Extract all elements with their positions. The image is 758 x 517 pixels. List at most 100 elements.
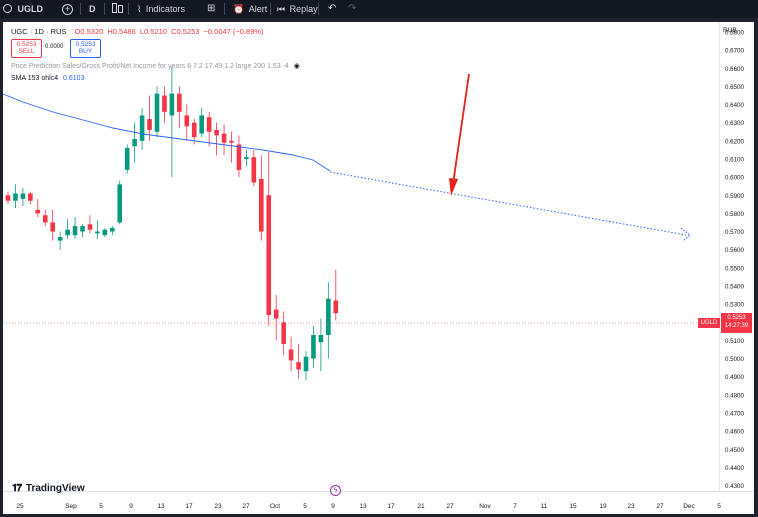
price-tick-label: 0.4500: [725, 447, 744, 454]
ohlc-close: C0.5253: [171, 27, 200, 36]
date-tick-label: Dec: [683, 503, 695, 510]
tradingview-logo[interactable]: 𝟏𝟕 TradingView: [12, 483, 85, 496]
candle-body: [5, 195, 11, 201]
templates-icon[interactable]: ⊞: [207, 3, 216, 14]
replay-button[interactable]: ⏮ Replay: [277, 0, 318, 18]
eye-icon[interactable]: ◉: [293, 63, 300, 70]
currency-label[interactable]: RUB: [723, 27, 737, 34]
candle-body: [236, 144, 242, 170]
symbol-label: UGLD: [17, 4, 44, 14]
price-tick-label: 0.5800: [725, 211, 744, 218]
candle-body: [288, 349, 294, 361]
date-tick-label: 25: [16, 503, 24, 510]
toolbar-divider: [104, 3, 105, 15]
price-tick-label: 0.6700: [725, 48, 744, 55]
tradingview-brand: TradingView: [25, 483, 85, 494]
date-tick-label: 15: [569, 503, 577, 510]
date-tick-label: 5: [99, 503, 103, 510]
date-tick-label: 5: [303, 503, 307, 510]
ohlc-change: −0.0047 (−0.89%): [203, 27, 264, 36]
date-tick-label: 13: [157, 503, 165, 510]
bar-countdown: 14:27:39: [724, 323, 749, 329]
plus-circle-icon: +: [62, 4, 73, 15]
ohlc-low: L0.5210: [139, 27, 167, 36]
price-tick-label: 0.5000: [725, 356, 744, 363]
candle-body: [57, 236, 63, 241]
toolbar-divider: [224, 3, 225, 15]
compare-button[interactable]: +: [62, 0, 73, 18]
redo-icon[interactable]: ↷: [348, 3, 357, 14]
price-tick-label: 0.6500: [725, 84, 744, 91]
candle-body: [333, 300, 339, 314]
alert-button[interactable]: ⏰ Alert: [233, 0, 267, 18]
price-tick-label: 0.6100: [725, 156, 744, 163]
price-tick-label: 0.6600: [725, 66, 744, 73]
date-tick-label: 27: [242, 503, 250, 510]
price-tick-label: 0.6400: [725, 102, 744, 109]
date-tick-label: 17: [185, 503, 193, 510]
candle-body: [110, 227, 115, 232]
price-tick-label: 0.5100: [725, 338, 744, 345]
lightning-icon[interactable]: ϟ: [330, 485, 341, 496]
spread-value: 0.0000: [45, 44, 64, 50]
price-tick-label: 0.5400: [725, 283, 744, 290]
candle-body: [35, 209, 41, 214]
date-tick-label: 9: [331, 503, 335, 510]
indicators-button[interactable]: ⌇ Indicators: [137, 0, 185, 18]
undo-icon[interactable]: ↶: [328, 3, 337, 14]
candle-body: [221, 133, 227, 143]
candle-body: [162, 95, 167, 112]
candle-body: [28, 193, 33, 201]
candle-body: [72, 226, 78, 236]
interval-button[interactable]: D: [89, 4, 96, 14]
last-price-value: 0.5253: [727, 315, 746, 321]
candle-body: [102, 229, 108, 236]
alarm-clock-icon: ⏰: [233, 4, 245, 14]
date-tick-label: Nov: [479, 503, 491, 510]
price-tick-label: 0.6200: [725, 138, 744, 145]
candle-body: [20, 193, 26, 199]
chart-svg[interactable]: 0.6800 0.6700 0.6600 0.6500 0.6400 0.6300 0.62…: [3, 22, 754, 514]
tradingview-logo-icon: 𝟏𝟕: [12, 483, 22, 494]
symbol-search[interactable]: UGLD: [3, 0, 43, 18]
date-tick-label: 13: [359, 503, 367, 510]
candle-body: [169, 93, 175, 116]
prediction-indicator-row[interactable]: Price Prediction Sales/Gross Profit/Net …: [11, 62, 300, 70]
time-axis[interactable]: 25 Sep 5 9 13 17 23 27 Oct 5 9 13 17 21 27 Nov 7 11 15 19 23…: [16, 503, 721, 510]
ohlc-open: O0.5320: [74, 27, 104, 36]
sma-indicator-row[interactable]: SMA 153 ohlc4 0.6103: [11, 75, 84, 82]
indicators-icon: ⌇: [137, 4, 142, 14]
candles-icon: [112, 3, 117, 13]
annotation-arrowhead: [449, 178, 458, 196]
candle-body: [281, 322, 286, 345]
legend-title-row: UGC · 1D · RUS O0.5320 H0.5486 L0.5210 C…: [11, 27, 264, 36]
candle-body: [273, 309, 279, 319]
candle-body: [303, 356, 309, 372]
price-tick-label: 0.4700: [725, 410, 744, 417]
candle-body: [259, 178, 264, 232]
candles-layer: [5, 66, 339, 381]
candle-body: [95, 231, 100, 234]
candle-body: [244, 157, 249, 159]
sell-price: 0.5253: [16, 41, 37, 48]
chart-area[interactable]: 0.6800 0.6700 0.6600 0.6500 0.6400 0.6300 0.62…: [3, 22, 754, 514]
date-tick-label: 23: [627, 503, 635, 510]
price-axis[interactable]: 0.6800 0.6700 0.6600 0.6500 0.6400 0.6300 0.62…: [725, 29, 744, 490]
candle-body: [184, 115, 190, 127]
sell-button[interactable]: 0.5253 SELL: [11, 39, 42, 58]
candle-body: [214, 129, 219, 136]
price-tick-label: 0.5300: [725, 302, 744, 309]
sell-label: SELL: [18, 48, 35, 55]
last-price-tag: 0.5253 14:27:39: [721, 313, 752, 333]
symbol-price-tag: UGLD: [698, 318, 720, 328]
annotation-arrow[interactable]: [452, 73, 470, 185]
alert-label: Alert: [248, 4, 268, 14]
chart-type-button[interactable]: [112, 0, 123, 18]
buy-button[interactable]: 0.5253 BUY: [70, 39, 101, 58]
candle-body: [147, 119, 152, 130]
candle-body: [266, 195, 272, 316]
symbol-title[interactable]: UGC · 1D · RUS: [11, 27, 67, 36]
date-tick-label: 19: [599, 503, 607, 510]
price-tick-label: 0.4300: [725, 483, 744, 490]
